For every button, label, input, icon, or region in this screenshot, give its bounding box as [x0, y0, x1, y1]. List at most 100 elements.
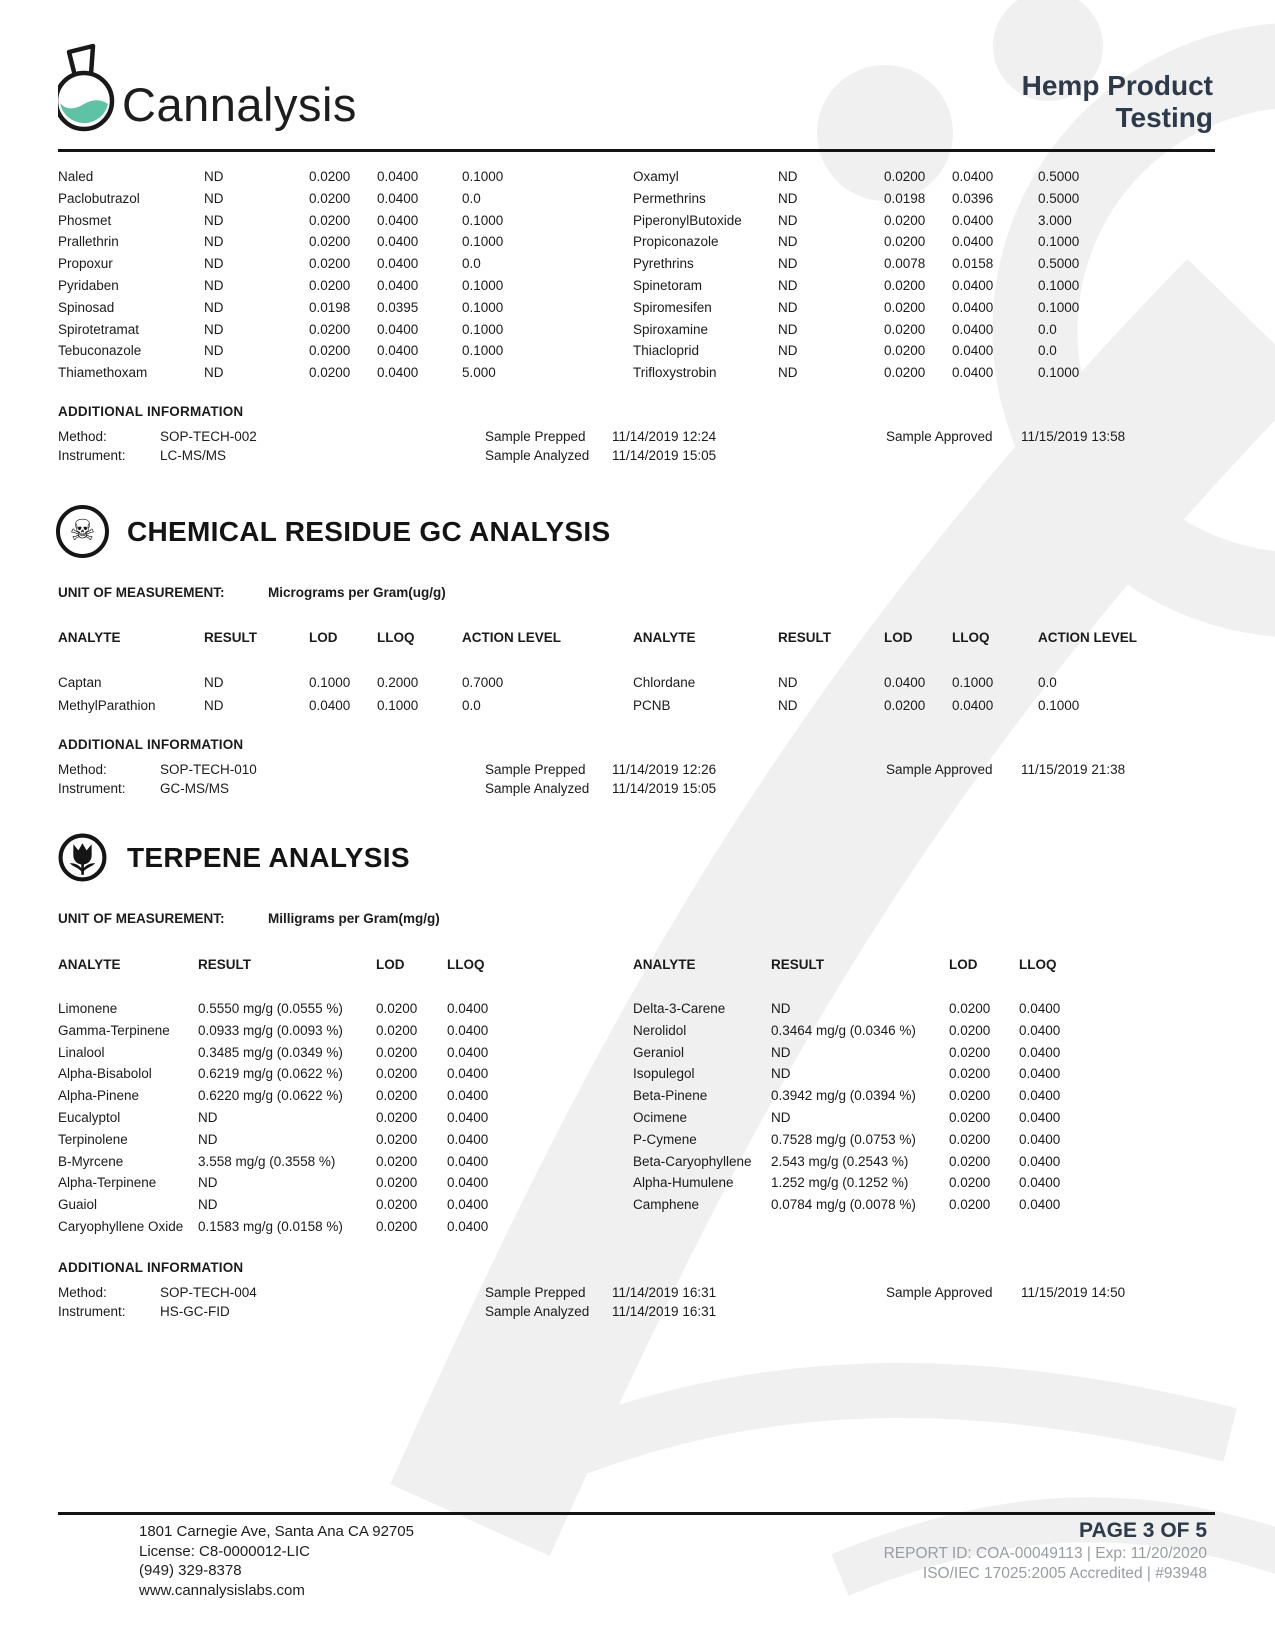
terpene-lod: 0.0200 — [949, 1175, 991, 1191]
terpene-additional-information: ADDITIONAL INFORMATION Method: SOP-TECH-0… — [58, 1260, 1215, 1322]
analyte-result: ND — [778, 343, 798, 359]
terpene-table-right-column: ANALYTE RESULT LOD LLOQ Delta-3-Carene N… — [633, 955, 1215, 1238]
analyte-lloq: 0.0400 — [952, 343, 994, 359]
terpene-lloq: 0.0400 — [447, 1044, 489, 1060]
col-lloq: LLOQ — [952, 630, 990, 645]
col-lod: LOD — [884, 630, 913, 645]
analyte-action-level: 0.0 — [462, 256, 481, 272]
col-lod: LOD — [376, 957, 405, 972]
analyte-row: Pyrethrins ND 0.0078 0.0158 0.5000 — [633, 253, 1215, 275]
terpene-lloq: 0.0400 — [447, 1088, 489, 1104]
analyte-row: Spirotetramat ND 0.0200 0.0400 0.1000 — [58, 319, 633, 341]
terpene-result: 0.3485 mg/g (0.0349 %) — [198, 1044, 343, 1060]
sample-approved-block: Sample Approved 11/15/2019 14:50 — [886, 1284, 1215, 1322]
terpene-result: 0.6219 mg/g (0.0622 %) — [198, 1066, 343, 1082]
col-action-level: ACTION LEVEL — [1038, 630, 1138, 645]
analyte-lod: 0.0200 — [884, 321, 926, 337]
terpene-result: ND — [771, 1109, 791, 1125]
lab-address: 1801 Carnegie Ave, Santa Ana CA 92705 — [139, 1523, 414, 1540]
gc-table-header: ANALYTE RESULT LOD LLOQ ACTION LEVEL — [633, 628, 1215, 648]
analyte-lloq: 0.0400 — [952, 299, 994, 315]
gc-results-table: ANALYTE RESULT LOD LLOQ ACTION LEVEL Cap… — [58, 628, 1215, 717]
analyte-row: Phosmet ND 0.0200 0.0400 0.1000 — [58, 210, 633, 232]
terpene-lod: 0.0200 — [376, 1109, 418, 1125]
col-lloq: LLOQ — [447, 957, 485, 972]
col-lod: LOD — [949, 957, 978, 972]
analyte-result: ND — [204, 698, 224, 713]
analyte-action-level: 0.0 — [1038, 675, 1057, 690]
terpene-row: Nerolidol 0.3464 mg/g (0.0346 %) 0.0200 … — [633, 1020, 1215, 1042]
terpene-lloq: 0.0400 — [1019, 1153, 1061, 1169]
terpene-result: 2.543 mg/g (0.2543 %) — [771, 1153, 909, 1169]
terpene-name: Nerolidol — [633, 1022, 687, 1038]
gc-table-right-column: ANALYTE RESULT LOD LLOQ ACTION LEVEL Chl… — [633, 628, 1215, 717]
analyte-name: Trifloxystrobin — [633, 365, 717, 381]
terpene-result: 0.5550 mg/g (0.0555 %) — [198, 1001, 343, 1016]
terpene-lloq: 0.0400 — [447, 1066, 489, 1082]
instrument-value: LC-MS/MS — [160, 447, 227, 463]
terpene-row: Beta-Pinene 0.3942 mg/g (0.0394 %) 0.020… — [633, 1085, 1215, 1107]
analyte-result: ND — [778, 169, 798, 184]
analyte-name: Spinetoram — [633, 277, 703, 293]
col-analyte: ANALYTE — [633, 957, 696, 972]
terpene-row: Alpha-Pinene 0.6220 mg/g (0.0622 %) 0.02… — [58, 1085, 633, 1107]
analyte-result: ND — [204, 277, 224, 293]
terpene-name: Ocimene — [633, 1109, 688, 1125]
analyte-result: ND — [778, 256, 798, 272]
analyte-result: ND — [204, 256, 224, 272]
method-instrument-block: Method: SOP-TECH-010 Instrument: GC-MS/MS — [58, 761, 485, 799]
analyte-result: ND — [204, 343, 224, 359]
analyte-lloq: 0.0158 — [952, 256, 994, 272]
analyte-name: Naled — [58, 169, 94, 184]
terpene-name: Alpha-Humulene — [633, 1175, 734, 1191]
flask-icon — [58, 43, 115, 132]
terpene-row: Linalool 0.3485 mg/g (0.0349 %) 0.0200 0… — [58, 1042, 633, 1064]
analyte-action-level: 0.1000 — [1038, 365, 1080, 381]
method-instrument-block: Method: SOP-TECH-002 Instrument: LC-MS/MS — [58, 428, 485, 466]
analyte-row: Pyridaben ND 0.0200 0.0400 0.1000 — [58, 275, 633, 297]
analyte-result: ND — [778, 321, 798, 337]
analyte-row: Prallethrin ND 0.0200 0.0400 0.1000 — [58, 231, 633, 253]
terpene-result: 1.252 mg/g (0.1252 %) — [771, 1175, 909, 1191]
analyte-result: ND — [204, 675, 224, 690]
analyte-lloq: 0.0400 — [952, 234, 994, 250]
terpene-lloq: 0.0400 — [1019, 1131, 1061, 1147]
analyte-result: ND — [204, 299, 224, 315]
sample-dates-block: Sample Prepped 11/14/2019 12:26 Sample An… — [485, 761, 886, 799]
analyte-name: Prallethrin — [58, 234, 119, 250]
analyte-row: PCNB ND 0.0200 0.0400 0.1000 — [633, 694, 1215, 717]
terpene-name: Limonene — [58, 1001, 118, 1016]
terpene-lod: 0.0200 — [376, 1131, 418, 1147]
analyte-result: ND — [778, 299, 798, 315]
terpene-row: Caryophyllene Oxide 0.1583 mg/g (0.0158 … — [58, 1216, 633, 1238]
col-result: RESULT — [204, 630, 257, 645]
terpene-lloq: 0.0400 — [1019, 1088, 1061, 1104]
col-lod: LOD — [309, 630, 338, 645]
terpene-result: ND — [771, 1066, 791, 1082]
terpene-row: Beta-Caryophyllene 2.543 mg/g (0.2543 %)… — [633, 1151, 1215, 1173]
analyte-name: Spiromesifen — [633, 299, 712, 315]
report-type-line2: Testing — [1115, 102, 1213, 133]
gc-section-header: ☠ CHEMICAL RESIDUE GC ANALYSIS — [56, 505, 610, 558]
terpene-lloq: 0.0400 — [1019, 1197, 1061, 1213]
analyte-row: Naled ND 0.0200 0.0400 0.1000 — [58, 166, 633, 188]
analyte-action-level: 0.0 — [1038, 343, 1057, 359]
analyte-name: Spinosad — [58, 299, 115, 315]
analyte-lloq: 0.0400 — [952, 277, 994, 293]
terpene-result: 3.558 mg/g (0.3558 %) — [198, 1153, 336, 1169]
sample-approved-value: 11/15/2019 13:58 — [1021, 429, 1126, 444]
terpene-row: Alpha-Bisabolol 0.6219 mg/g (0.0622 %) 0… — [58, 1063, 633, 1085]
col-lloq: LLOQ — [1019, 957, 1057, 972]
terpene-result: ND — [771, 1001, 791, 1016]
terpene-result: 0.1583 mg/g (0.0158 %) — [198, 1218, 343, 1234]
analyte-lloq: 0.0400 — [377, 234, 419, 250]
analyte-lloq: 0.0396 — [952, 190, 994, 206]
terpene-lloq: 0.0400 — [1019, 1066, 1061, 1082]
analyte-lloq: 0.0400 — [952, 698, 994, 713]
sample-approved-value: 11/15/2019 21:38 — [1021, 762, 1126, 777]
analyte-lod: 0.0200 — [309, 343, 351, 359]
instrument-label: Instrument: — [58, 780, 126, 796]
terpene-result: ND — [198, 1175, 218, 1191]
analyte-row: Tebuconazole ND 0.0200 0.0400 0.1000 — [58, 340, 633, 362]
terpene-name: Alpha-Pinene — [58, 1088, 140, 1104]
